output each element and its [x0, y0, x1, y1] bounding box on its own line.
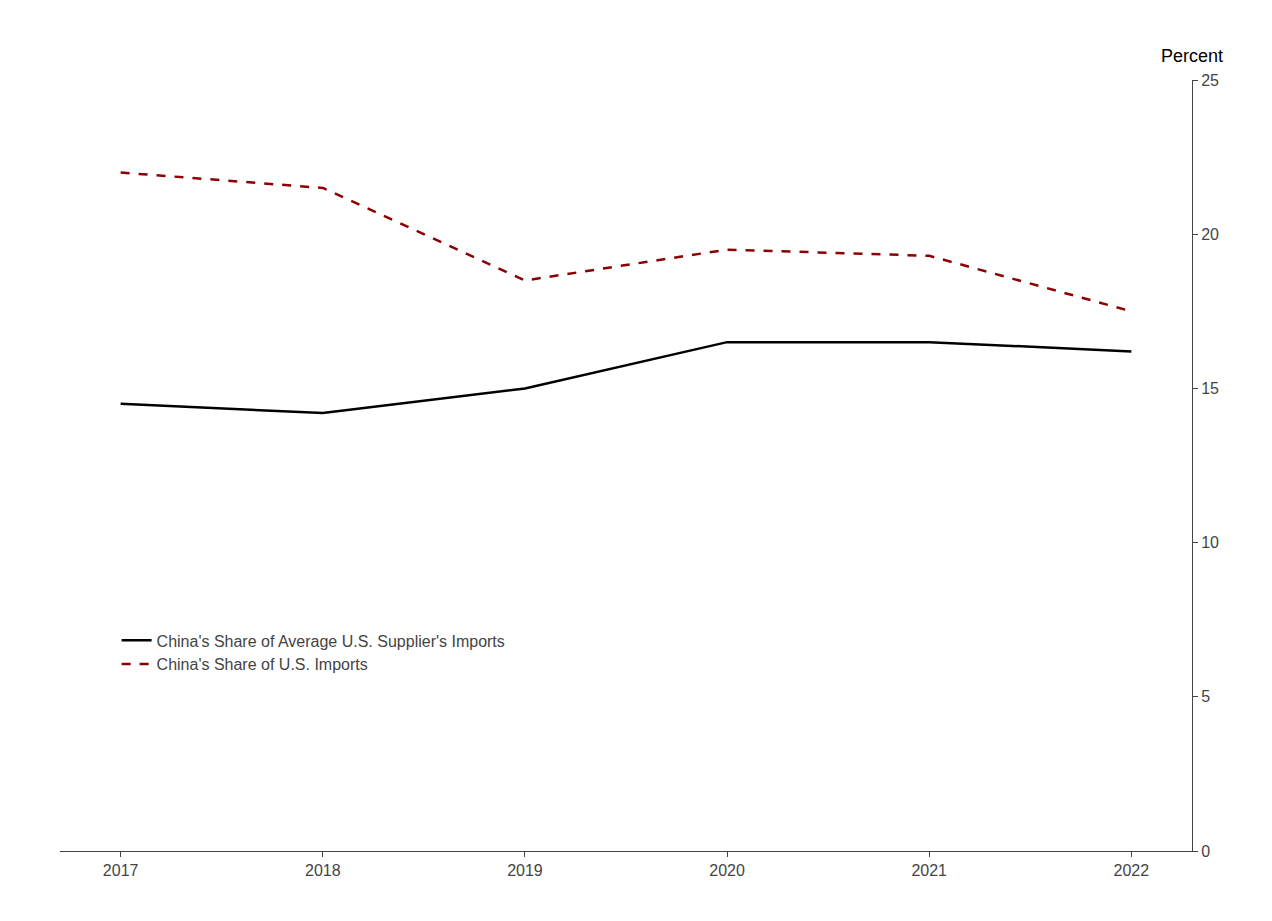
svg-text:China's Share of Average U.S.: China's Share of Average U.S. Supplier's… [157, 633, 505, 650]
svg-text:2021: 2021 [911, 862, 947, 879]
svg-text:20: 20 [1201, 226, 1219, 243]
svg-text:Percent: Percent [1161, 46, 1223, 66]
svg-text:2020: 2020 [709, 862, 745, 879]
svg-text:2018: 2018 [305, 862, 341, 879]
svg-text:2017: 2017 [103, 862, 139, 879]
svg-text:2022: 2022 [1114, 862, 1150, 879]
svg-text:25: 25 [1201, 72, 1219, 89]
svg-text:2019: 2019 [507, 862, 543, 879]
svg-text:15: 15 [1201, 380, 1219, 397]
svg-text:10: 10 [1201, 534, 1219, 551]
svg-text:0: 0 [1201, 843, 1210, 860]
svg-text:5: 5 [1201, 688, 1210, 705]
svg-text:China's Share of U.S. Imports: China's Share of U.S. Imports [157, 656, 368, 673]
